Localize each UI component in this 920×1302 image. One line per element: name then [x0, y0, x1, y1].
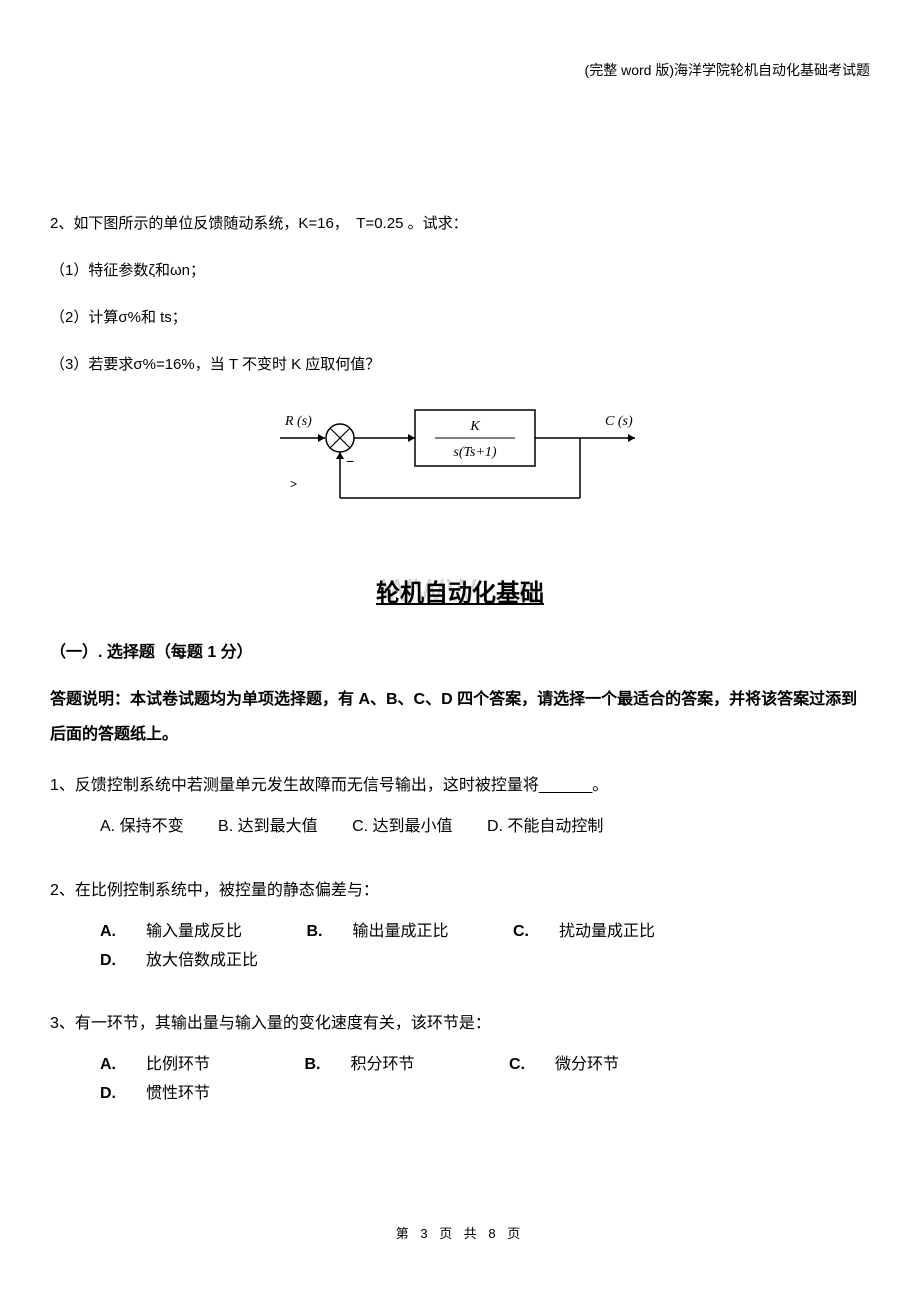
question-1-options: A. 保持不变 B. 达到最大值 C. 达到最小值 D. 不能自动控制	[50, 813, 870, 842]
page-header: (完整 word 版)海洋学院轮机自动化基础考试题	[50, 60, 870, 80]
problem2-part2: （2）计算σ%和 ts；	[50, 304, 870, 331]
q3-opt-b: B. 积分环节	[304, 1051, 444, 1080]
question-3: 3、有一环节，其输出量与输入量的变化速度有关，该环节是：	[50, 1010, 870, 1039]
q2-opt-a: A. 输入量成反比	[100, 918, 272, 947]
q3-opt-c: C. 微分环节	[509, 1051, 649, 1080]
q3-opt-a: A. 比例环节	[100, 1051, 240, 1080]
question-3-options: A. 比例环节 B. 积分环节 C. 微分环节 D. 惯性环节	[50, 1051, 870, 1109]
svg-text:>: >	[290, 477, 297, 491]
question-2: 2、在比例控制系统中，被控量的静态偏差与：	[50, 877, 870, 906]
block-diagram: R (s) − K s(Ts+1) C (s) >	[50, 398, 870, 523]
problem2-part1: （1）特征参数ζ和ωn；	[50, 257, 870, 284]
q2-opt-d: D. 放大倍数成正比	[100, 947, 288, 976]
q2-opt-b: B. 输出量成正比	[306, 918, 478, 947]
q1-opt-b: B. 达到最大值	[218, 813, 318, 842]
diagram-tf-num: K	[469, 419, 480, 434]
problem2-part3: （3）若要求σ%=16%，当 T 不变时 K 应取何值？	[50, 351, 870, 378]
section1-header: （一）. 选择题（每题 1 分）	[50, 638, 870, 662]
page-footer: 第 3 页 共 8 页	[0, 1223, 920, 1242]
q2-opt-c: C. 扰动量成正比	[513, 918, 685, 947]
question-2-options: A. 输入量成反比 B. 输出量成正比 C. 扰动量成正比 D. 放大倍数成正比	[50, 918, 870, 976]
diagram-tf-den: s(Ts+1)	[453, 445, 497, 460]
problem2-intro: 2、如下图所示的单位反馈随动系统，K=16， T=0.25 。试求：	[50, 210, 870, 237]
diagram-r-label: R (s)	[284, 414, 312, 429]
main-title: 轮机自动化基础	[376, 580, 544, 607]
diagram-c-label: C (s)	[605, 414, 633, 429]
q1-opt-a: A. 保持不变	[100, 813, 184, 842]
q3-opt-d: D. 惯性环节	[100, 1080, 240, 1109]
svg-text:−: −	[346, 453, 354, 469]
answer-instruction: 答题说明：本试卷试题均为单项选择题，有 A、B、C、D 四个答案，请选择一个最适…	[50, 682, 870, 752]
title-section: WWW .cn 轮机自动化基础	[50, 573, 870, 608]
question-1: 1、反馈控制系统中若测量单元发生故障而无信号输出，这时被控量将______。	[50, 772, 870, 801]
q1-opt-c: C. 达到最小值	[352, 813, 452, 842]
q1-opt-d: D. 不能自动控制	[487, 813, 603, 842]
